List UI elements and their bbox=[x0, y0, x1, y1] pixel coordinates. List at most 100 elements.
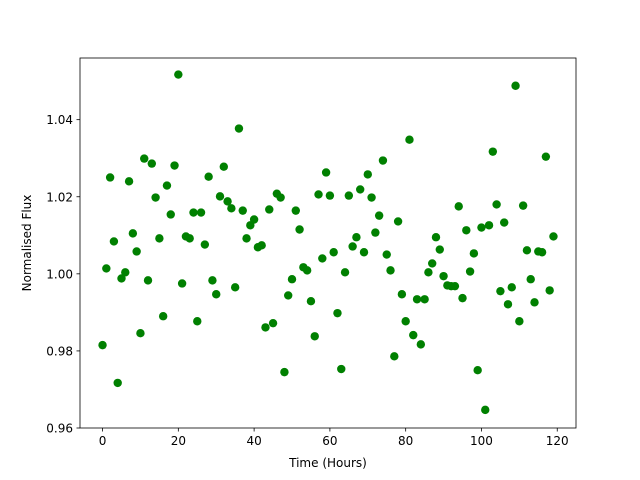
data-point bbox=[378, 156, 388, 165]
data-point bbox=[518, 201, 528, 210]
data-point bbox=[352, 233, 361, 242]
y-tick-label: 0.96 bbox=[46, 422, 73, 436]
x-tick-label: 0 bbox=[99, 434, 107, 448]
data-point bbox=[465, 267, 475, 276]
data-point bbox=[170, 161, 179, 170]
data-point bbox=[522, 246, 532, 255]
data-point bbox=[515, 317, 524, 326]
data-point bbox=[477, 223, 486, 232]
data-point bbox=[439, 271, 448, 281]
data-point bbox=[174, 70, 183, 79]
data-point bbox=[454, 202, 463, 211]
data-point bbox=[481, 405, 490, 415]
x-tick-label: 40 bbox=[246, 434, 261, 448]
data-point bbox=[193, 317, 202, 326]
data-point bbox=[545, 286, 554, 295]
data-point bbox=[268, 318, 278, 328]
data-point bbox=[162, 181, 172, 190]
data-point bbox=[212, 290, 221, 299]
data-point bbox=[424, 268, 433, 277]
data-point bbox=[196, 208, 206, 217]
data-point bbox=[280, 367, 289, 377]
x-axis-label: Time (Hours) bbox=[288, 456, 367, 470]
x-tick-label: 80 bbox=[398, 434, 413, 448]
data-point bbox=[261, 323, 270, 332]
data-point bbox=[295, 225, 304, 234]
data-point bbox=[124, 177, 134, 186]
data-point bbox=[166, 210, 175, 219]
data-point bbox=[257, 241, 266, 250]
data-point bbox=[549, 232, 558, 241]
data-point bbox=[401, 317, 410, 326]
data-point bbox=[450, 281, 460, 291]
data-point bbox=[287, 275, 297, 284]
x-tick-label: 60 bbox=[322, 434, 337, 448]
data-point bbox=[499, 218, 509, 227]
data-point bbox=[117, 274, 126, 283]
data-point bbox=[503, 300, 513, 309]
x-tick-label: 20 bbox=[171, 434, 186, 448]
data-point bbox=[526, 275, 535, 284]
data-point bbox=[367, 193, 376, 202]
data-point bbox=[541, 152, 551, 161]
data-point bbox=[113, 378, 122, 388]
data-point bbox=[428, 259, 437, 268]
data-point bbox=[227, 204, 236, 213]
data-point bbox=[409, 330, 418, 340]
data-point bbox=[325, 191, 335, 200]
data-point bbox=[507, 283, 516, 292]
data-point bbox=[374, 211, 384, 220]
data-point bbox=[230, 283, 240, 292]
data-point bbox=[98, 340, 107, 350]
data-point bbox=[265, 205, 274, 214]
data-point bbox=[204, 172, 213, 181]
data-point bbox=[291, 206, 300, 215]
data-point bbox=[200, 240, 210, 249]
data-point bbox=[496, 286, 505, 296]
data-point bbox=[158, 312, 168, 321]
data-point bbox=[109, 237, 119, 246]
data-point bbox=[492, 200, 501, 209]
data-point bbox=[405, 135, 414, 144]
data-point bbox=[390, 352, 399, 361]
data-point bbox=[242, 234, 251, 243]
data-point bbox=[306, 296, 316, 306]
data-point bbox=[340, 268, 350, 277]
data-point bbox=[420, 295, 429, 304]
data-point bbox=[284, 291, 293, 300]
data-point bbox=[511, 81, 520, 90]
data-point bbox=[382, 250, 391, 259]
data-point bbox=[393, 217, 403, 226]
data-point bbox=[143, 276, 153, 285]
data-point bbox=[333, 308, 342, 318]
data-point bbox=[128, 229, 138, 238]
data-point bbox=[276, 193, 285, 202]
data-point bbox=[435, 245, 444, 254]
data-point bbox=[219, 162, 228, 171]
data-point bbox=[371, 228, 380, 237]
data-point bbox=[310, 332, 319, 341]
data-point bbox=[344, 191, 354, 200]
data-point bbox=[363, 170, 372, 179]
data-point bbox=[238, 206, 247, 215]
x-tick-label: 120 bbox=[546, 434, 569, 448]
data-point bbox=[348, 242, 357, 251]
data-point bbox=[208, 276, 217, 285]
data-point bbox=[102, 264, 111, 273]
data-point bbox=[185, 234, 194, 243]
data-point bbox=[177, 279, 187, 288]
data-point bbox=[121, 268, 130, 277]
data-point bbox=[140, 154, 149, 163]
data-point bbox=[151, 193, 160, 202]
plot-frame bbox=[79, 57, 577, 429]
data-point bbox=[249, 215, 259, 224]
data-point bbox=[189, 208, 198, 217]
data-point bbox=[469, 249, 479, 258]
data-point bbox=[314, 190, 323, 199]
data-point bbox=[302, 266, 312, 275]
y-axis-label: Normalised Flux bbox=[20, 195, 34, 292]
data-point bbox=[412, 295, 422, 304]
data-point bbox=[537, 248, 547, 257]
